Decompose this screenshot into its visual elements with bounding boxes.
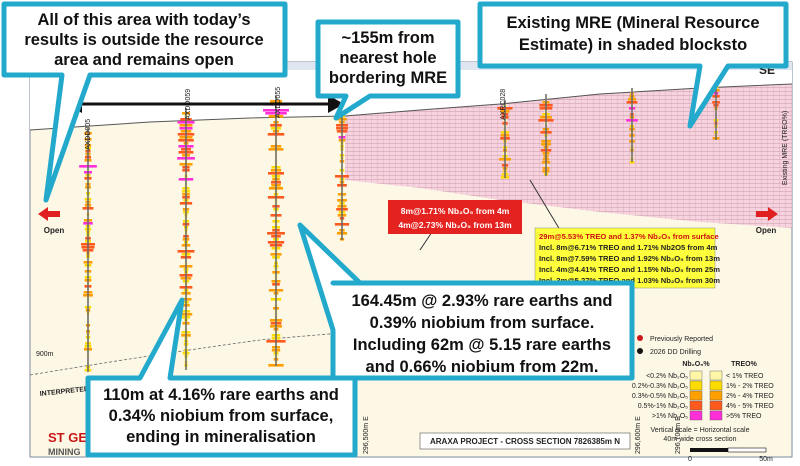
red-box-line: 8m@1.71% Nb₂O₅ from 4m — [401, 206, 510, 216]
legend-label: 2026 DD Drilling — [650, 349, 701, 356]
legend-swatch — [689, 390, 703, 401]
hole-label: AXDD005 — [85, 119, 92, 150]
callout-line: bordering MRE — [329, 69, 447, 87]
mre-blocks — [345, 84, 792, 228]
easting-label: 296,500m E — [363, 416, 370, 454]
open-arrow — [38, 207, 60, 221]
legend-swatch — [689, 400, 703, 411]
callout-line: Existing MRE (Mineral Resource — [506, 14, 759, 32]
yellow-box-line: Incl. 8m@6.71% TREO and 1.71% Nb2O5 from… — [539, 243, 718, 252]
interpreted-line — [29, 321, 561, 376]
callout-line: area and remains open — [54, 51, 234, 69]
legend-label: >1% Nb₂O₅ — [652, 413, 688, 420]
callout-line: ending in mineralisation — [126, 428, 316, 446]
legend-swatch — [709, 410, 723, 421]
legend-label: <0.2% Nb₂O₅ — [646, 373, 688, 380]
legend-swatch — [709, 370, 723, 381]
scale-tick: 50m — [759, 456, 773, 463]
callout-line: nearest hole — [339, 49, 436, 67]
callout-line: Estimate) in shaded blocksto — [519, 36, 747, 54]
open-label: Open — [756, 226, 777, 235]
legend-label: Previously Reported — [650, 336, 713, 343]
legend-header: Nb₂O₅% — [682, 361, 710, 368]
legend-label: >5% TREO — [726, 413, 762, 420]
legend-label: 0.5%-1% Nb₂O₅ — [638, 403, 688, 410]
surface-line — [29, 83, 793, 131]
hole-label: AXDD055 — [275, 87, 282, 118]
yellow-box — [534, 227, 716, 289]
logo: MINING — [48, 447, 81, 457]
callout-hole-55 — [297, 222, 635, 381]
yellow-box-line: 29m@5.53% TREO and 1.37% Nb₂O₅ from surf… — [539, 232, 719, 241]
scale-bar — [690, 448, 728, 452]
legend-swatch — [689, 380, 703, 391]
legend-label: 1% - 2% TREO — [726, 383, 774, 390]
legend-swatch — [689, 370, 703, 381]
legend-header: TREO% — [731, 361, 757, 368]
leader — [529, 179, 561, 231]
legend-marker — [637, 348, 643, 354]
assay-bar — [629, 161, 635, 164]
open-label: Open — [44, 226, 65, 235]
legend-note: 40m-wide cross section — [663, 436, 736, 443]
mre-axis-label: Existing MRE (TREO%) — [782, 111, 789, 185]
title-box — [419, 432, 631, 450]
legend-swatch — [689, 410, 703, 421]
scale-tick: 0 — [688, 456, 692, 463]
red-box-line: 4m@2.73% Nb₂O₅ from 13m — [398, 220, 512, 230]
callout-distance — [315, 19, 461, 121]
callout-line: Including 62m @ 5.15 rare earths — [353, 336, 611, 354]
legend-note: Vertical scale = Horizontal scale — [650, 427, 749, 434]
legend-swatch — [709, 380, 723, 391]
yellow-box-line: Incl. 8m@7.59% TREO and 1.92% Nb₂O₅ from… — [539, 254, 720, 263]
legend-swatch — [709, 390, 723, 401]
red-box — [388, 200, 522, 234]
callout-line: ~155m from — [341, 29, 434, 47]
open-arrow — [756, 207, 778, 221]
callout-mre — [477, 1, 789, 129]
legend: Previously Reported 2026 DD Drilling Nb₂… — [632, 335, 774, 463]
easting-label: 296,600m E — [635, 416, 642, 454]
callout-line: 0.34% niobium from surface, — [109, 407, 334, 425]
callout-hole-59 — [85, 297, 358, 458]
legend-label: 2% - 4% TREO — [726, 393, 774, 400]
callout-line: and 0.66% niobium from 22m. — [366, 358, 599, 376]
legend-swatch — [709, 400, 723, 411]
callout-line: All of this area with today’s — [37, 11, 250, 29]
easting-label: 296,700m E — [675, 416, 682, 454]
callout-line: 0.39% niobium from surface. — [370, 314, 595, 332]
logo: ST GE — [48, 430, 87, 445]
legend-label: 0.3%-0.5% Nb₂O₅ — [632, 393, 688, 400]
section-title: ARAXA PROJECT - CROSS SECTION 7826385m N — [430, 437, 620, 446]
callout-line: 110m at 4.16% rare earths and — [103, 386, 339, 404]
scale-bar — [727, 447, 767, 453]
legend-label: 4% - 5% TREO — [726, 403, 774, 410]
legend-label: 0.2%-0.3% Nb₂O₅ — [632, 383, 688, 390]
callout-line: results is outside the resource — [24, 31, 263, 49]
callout-line: 164.45m @ 2.93% rare earths and — [352, 292, 613, 310]
legend-marker — [637, 335, 643, 341]
yellow-box-line: Incl. 4m@4.41% TREO and 1.15% Nb₂O₅ from… — [539, 265, 720, 274]
depth-label: 900m — [36, 351, 54, 358]
legend-label: < 1% TREO — [726, 373, 764, 380]
callout-open-area — [1, 1, 288, 203]
hole-label: AXRC028 — [500, 89, 507, 120]
